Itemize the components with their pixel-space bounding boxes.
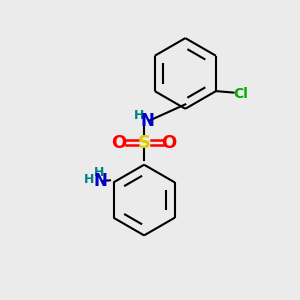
Text: H: H (134, 109, 144, 122)
Text: S: S (138, 134, 151, 152)
Text: H: H (84, 173, 94, 186)
Text: Cl: Cl (233, 87, 248, 101)
Text: H: H (94, 166, 104, 179)
Text: N: N (94, 172, 108, 190)
Text: N: N (140, 112, 154, 130)
Text: O: O (161, 134, 177, 152)
Text: O: O (112, 134, 127, 152)
